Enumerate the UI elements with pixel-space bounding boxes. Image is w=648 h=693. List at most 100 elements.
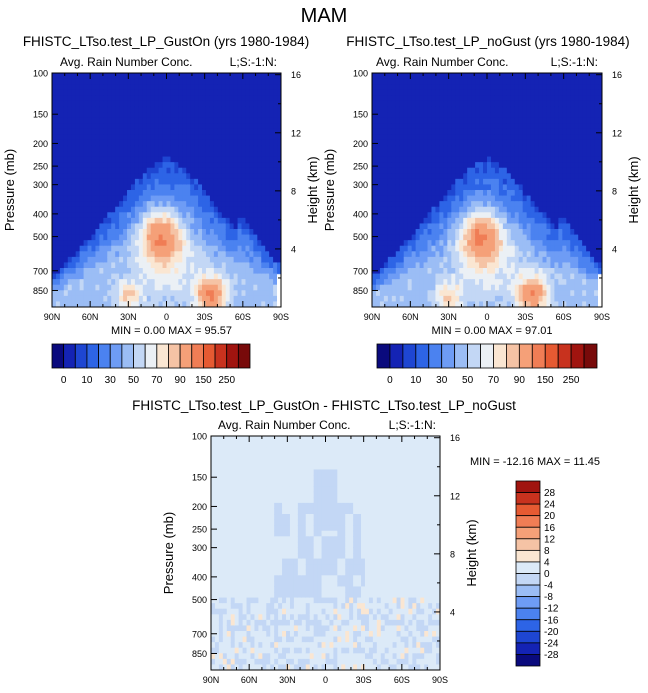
- heatmap-cell: [253, 167, 258, 174]
- heatmap-cell: [447, 167, 452, 174]
- heatmap-cell: [403, 190, 409, 197]
- heatmap-cell: [546, 167, 552, 174]
- heatmap-cell: [225, 195, 231, 202]
- heatmap-cell: [146, 201, 152, 208]
- heatmap-cell: [194, 234, 199, 241]
- heatmap-cell: [225, 178, 231, 186]
- heatmap-cell: [510, 262, 516, 269]
- heatmap-cell: [550, 229, 556, 236]
- heatmap-cell: [186, 223, 191, 230]
- heatmap-cell: [205, 173, 211, 180]
- heatmap-cell: [71, 89, 77, 96]
- heatmap-cell: [514, 78, 520, 85]
- heatmap-cell: [71, 279, 77, 286]
- heatmap-cell: [403, 229, 409, 236]
- heatmap-cell: [383, 284, 389, 291]
- heatmap-cell: [115, 284, 120, 291]
- heatmap-cell: [479, 145, 484, 152]
- heatmap-cell: [395, 256, 401, 264]
- heatmap-cell: [514, 256, 520, 264]
- heatmap-cell: [83, 112, 89, 119]
- heatmap-cell: [91, 134, 97, 141]
- heatmap-cell: [526, 162, 532, 169]
- heatmap-cell: [395, 234, 401, 241]
- heatmap-cell: [566, 156, 571, 163]
- heatmap-cell: [534, 217, 540, 225]
- heatmap-cell: [475, 106, 480, 113]
- heatmap-cell: [375, 128, 381, 135]
- heatmap-cell: [391, 268, 397, 275]
- heatmap-cell: [198, 134, 203, 141]
- heatmap-cell: [574, 89, 579, 96]
- heatmap-cell: [241, 256, 247, 264]
- heatmap-cell: [170, 89, 175, 96]
- heatmap-cell: [598, 112, 602, 119]
- heatmap-cell: [379, 229, 385, 236]
- heatmap-cell: [253, 123, 258, 130]
- heatmap-cell: [487, 240, 492, 247]
- heatmap-cell: [67, 139, 73, 147]
- heatmap-cell: [134, 234, 140, 241]
- heatmap-cell: [538, 84, 544, 91]
- heatmap-cell: [479, 167, 484, 174]
- heatmap-cell: [423, 290, 429, 297]
- heatmap-cell: [245, 123, 251, 130]
- heatmap-cell: [253, 206, 258, 213]
- heatmap-cell: [95, 229, 100, 236]
- heatmap-cell: [546, 151, 552, 158]
- heatmap-cell: [79, 284, 85, 291]
- heatmap-cell: [119, 112, 124, 119]
- heatmap-cell: [202, 295, 207, 303]
- heatmap-cell: [467, 301, 472, 307]
- heatmap-cell: [198, 268, 203, 275]
- heatmap-cell: [158, 78, 164, 85]
- heatmap-cell: [178, 229, 183, 236]
- heatmap-cell: [158, 217, 164, 225]
- heatmap-cell: [566, 123, 571, 130]
- heatmap-cell: [514, 128, 520, 135]
- heatmap-cell: [245, 78, 251, 85]
- heatmap-cell: [455, 128, 460, 135]
- heatmap-cell: [229, 195, 235, 202]
- heatmap-cell: [115, 78, 120, 85]
- heatmap-cell: [387, 273, 393, 280]
- heatmap-cell: [427, 184, 433, 191]
- heatmap-cell: [514, 167, 520, 174]
- heatmap-cell: [127, 301, 132, 307]
- heatmap-cell: [111, 123, 116, 130]
- heatmap-cell: [467, 217, 472, 225]
- heatmap-cell: [578, 106, 583, 113]
- heatmap-cell: [490, 95, 496, 102]
- heatmap-cell: [233, 156, 239, 163]
- heatmap-cell: [241, 78, 247, 85]
- heatmap-cell: [586, 106, 591, 113]
- heatmap-cell: [415, 223, 421, 230]
- heatmap-cell: [479, 262, 484, 269]
- heatmap-cell: [415, 184, 421, 191]
- heatmap-cell: [479, 290, 484, 297]
- heatmap-cell: [494, 134, 500, 141]
- heatmap-cell: [146, 295, 152, 303]
- heatmap-cell: [435, 301, 441, 307]
- heatmap-cell: [526, 190, 532, 197]
- heatmap-cell: [395, 223, 401, 230]
- heatmap-cell: [166, 128, 172, 135]
- heatmap-cell: [431, 112, 437, 119]
- heatmap-cell: [127, 117, 132, 124]
- heatmap-cell: [205, 117, 211, 124]
- heatmap-cell: [383, 184, 389, 191]
- heatmap-cell: [502, 256, 508, 264]
- heatmap-cell: [538, 212, 544, 219]
- heatmap-cell: [451, 301, 456, 307]
- heatmap-cell: [498, 212, 504, 219]
- heatmap-cell: [375, 190, 381, 197]
- heatmap-cell: [443, 73, 448, 80]
- heatmap-cell: [142, 128, 148, 135]
- heatmap-cell: [146, 162, 152, 169]
- heatmap-cell: [213, 151, 219, 158]
- heatmap-cell: [277, 106, 281, 113]
- heatmap-cell: [241, 273, 247, 280]
- heatmap-cell: [415, 162, 421, 169]
- heatmap-cell: [229, 117, 235, 124]
- heatmap-cell: [522, 295, 528, 303]
